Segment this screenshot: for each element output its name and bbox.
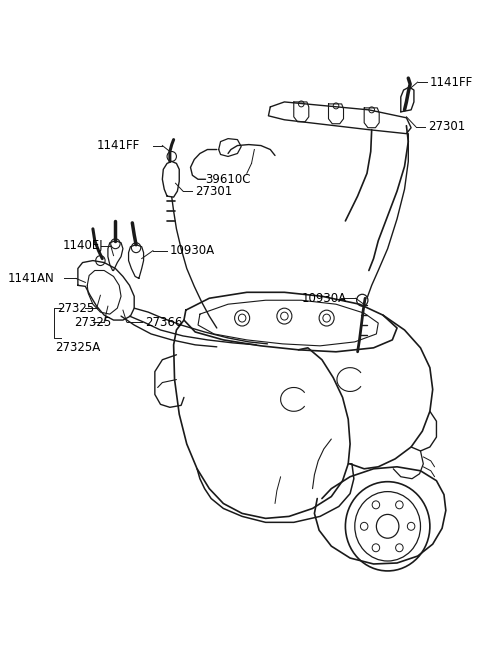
Text: 1141FF: 1141FF [96, 139, 140, 152]
Text: 10930A: 10930A [170, 244, 215, 257]
Text: 27301: 27301 [428, 120, 465, 133]
Text: 27325: 27325 [57, 302, 95, 315]
Text: 1141FF: 1141FF [430, 75, 473, 89]
Text: 1140EJ: 1140EJ [63, 239, 104, 252]
Text: 27301: 27301 [195, 185, 232, 197]
Text: 27325: 27325 [74, 316, 111, 329]
Text: 27366: 27366 [145, 316, 183, 329]
Text: 27325A: 27325A [55, 341, 100, 354]
Text: 1141AN: 1141AN [8, 272, 54, 285]
Text: 10930A: 10930A [301, 292, 347, 305]
Text: 39610C: 39610C [205, 173, 251, 186]
